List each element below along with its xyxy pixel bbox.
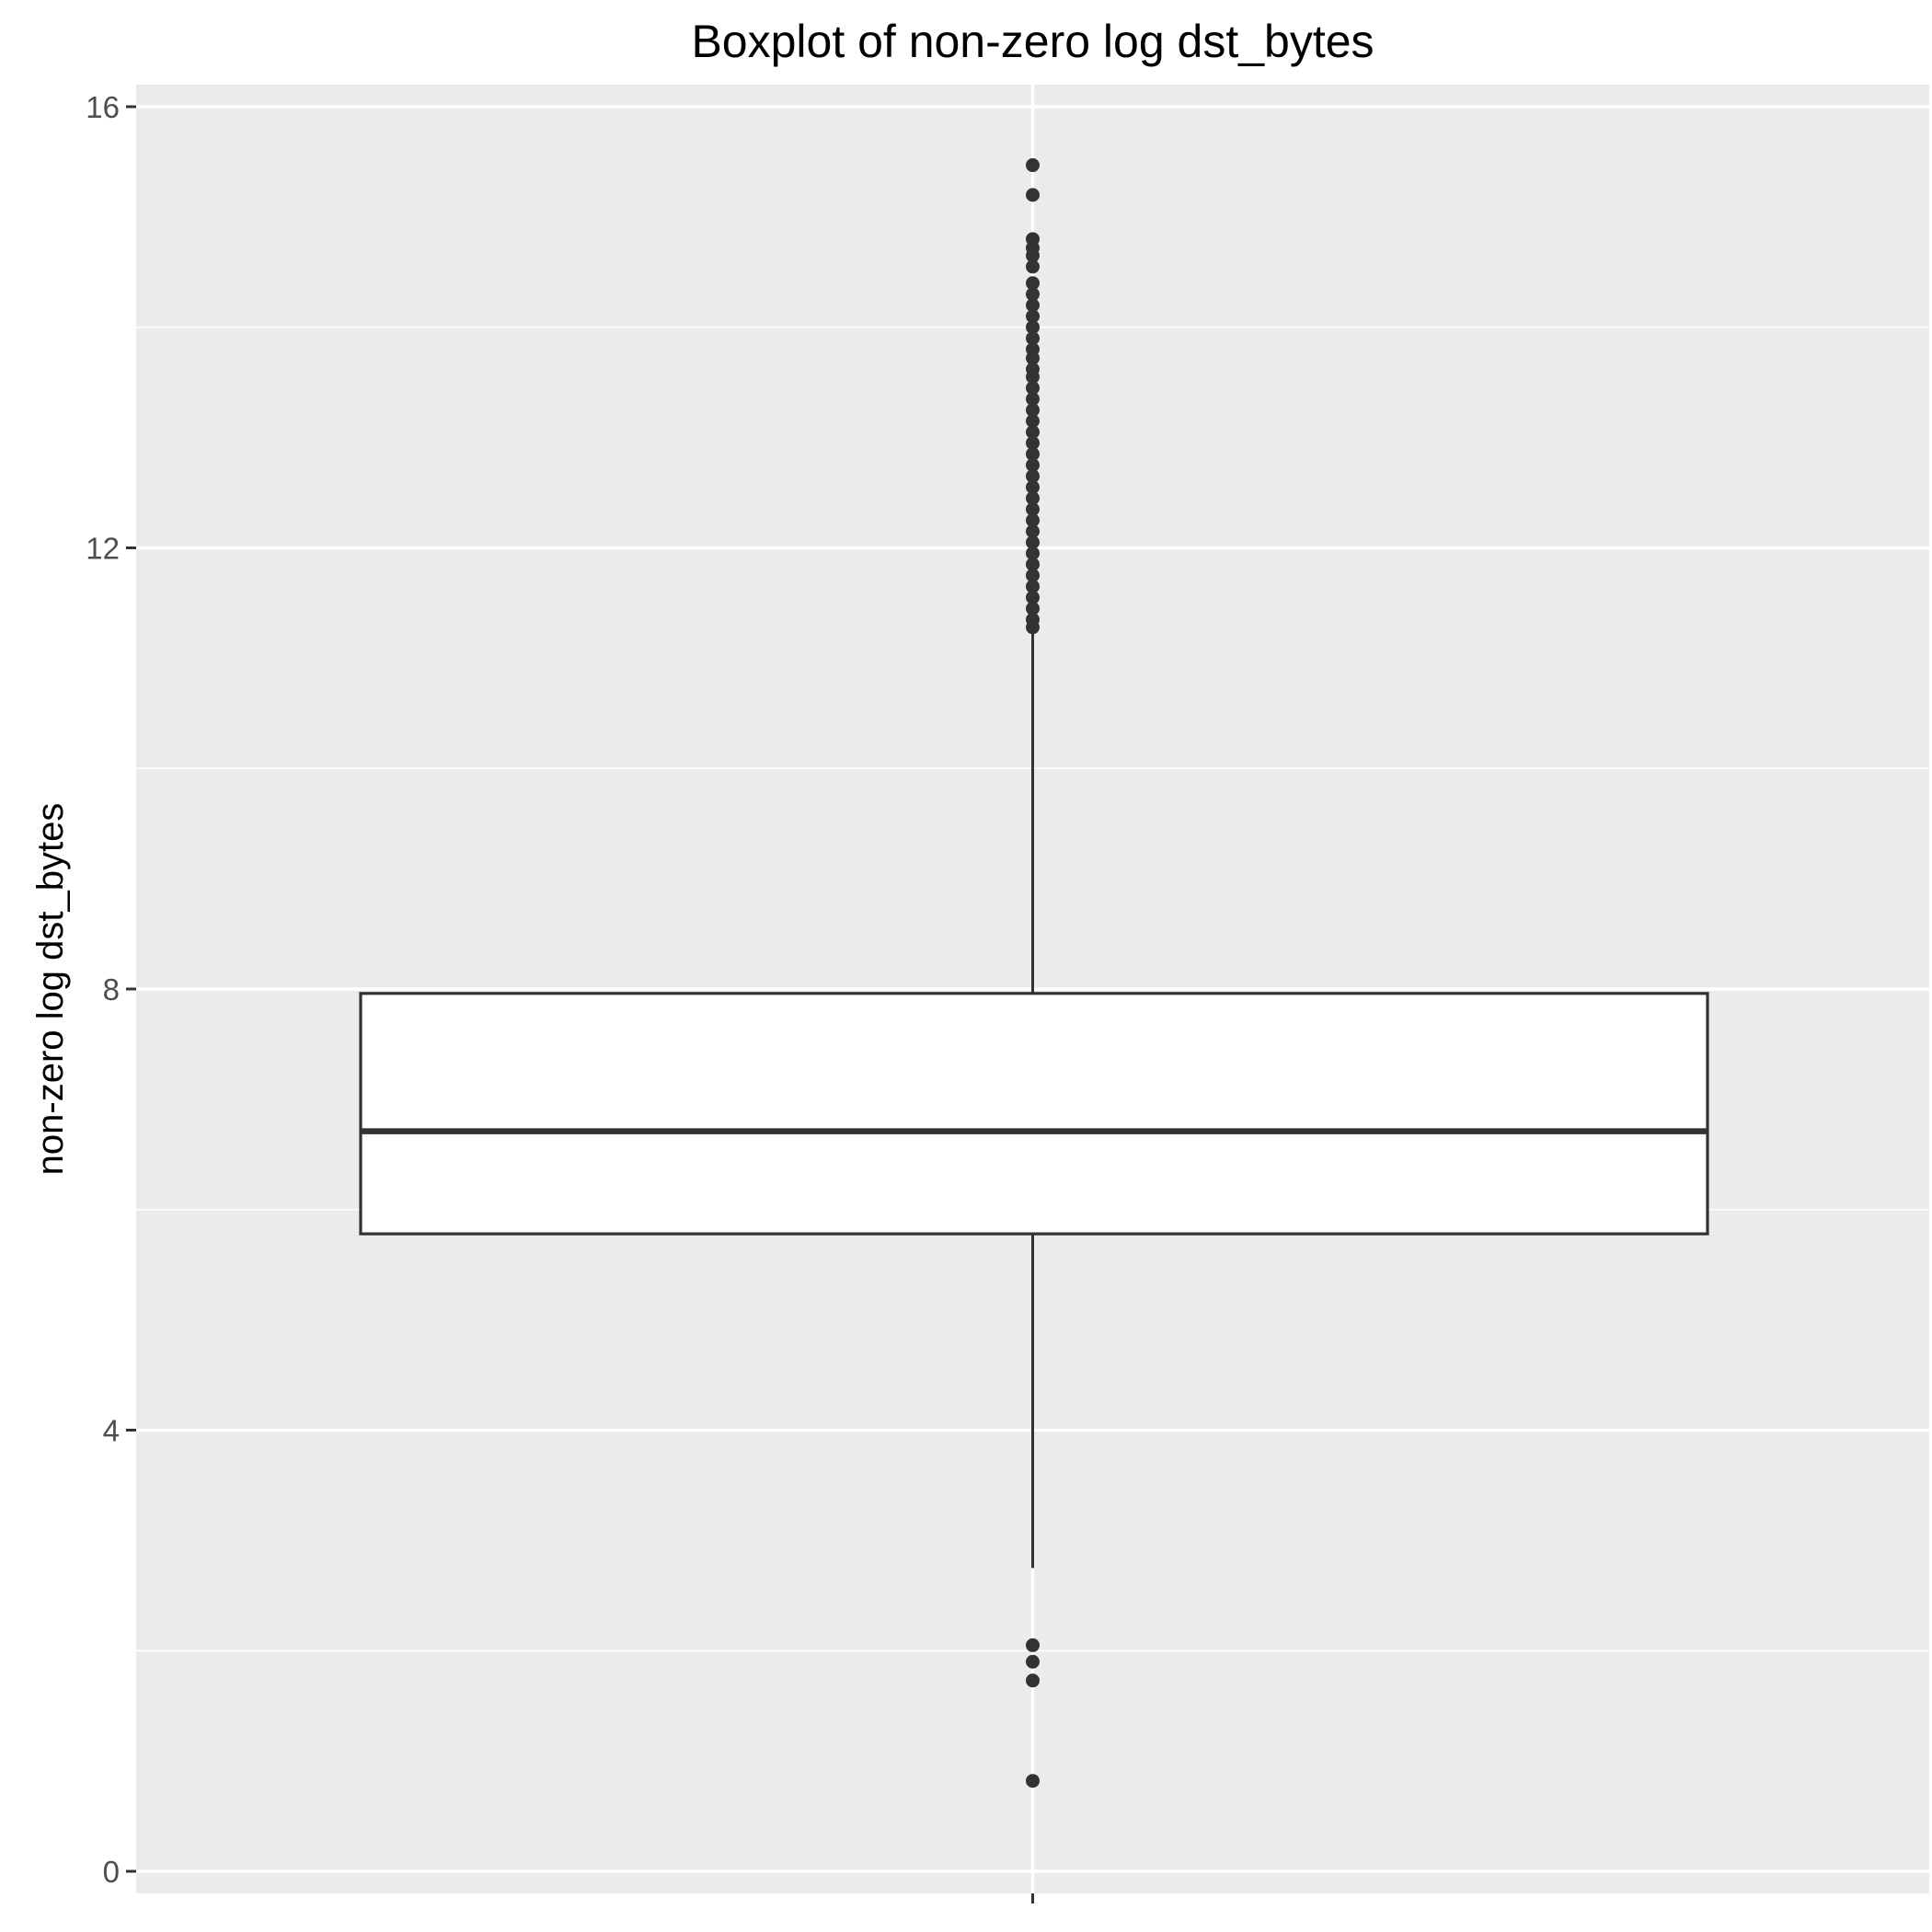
outlier-point (1026, 320, 1040, 335)
outlier-point (1026, 392, 1040, 407)
outliers (1026, 158, 1040, 1788)
outlier-point (1026, 298, 1040, 313)
outlier-point (1026, 414, 1040, 429)
outlier-point (1026, 546, 1040, 560)
chart-title: Boxplot of non-zero log dst_bytes (691, 16, 1374, 67)
outlier-point (1026, 579, 1040, 593)
outlier-point (1026, 370, 1040, 385)
outlier-point (1026, 491, 1040, 506)
outlier-point (1026, 1654, 1040, 1669)
y-tick-label: 12 (86, 531, 120, 565)
outlier-point (1026, 248, 1040, 263)
outlier-point (1026, 1774, 1040, 1788)
y-axis-label: non-zero log dst_bytes (30, 803, 71, 1176)
outlier-point (1026, 436, 1040, 451)
outlier-point (1026, 425, 1040, 440)
outlier-point (1026, 502, 1040, 517)
outlier-point (1026, 513, 1040, 528)
outlier-point (1026, 480, 1040, 495)
y-tick-label: 16 (86, 90, 120, 124)
y-tick-label: 4 (103, 1414, 120, 1448)
outlier-point (1026, 351, 1040, 365)
outlier-point (1026, 158, 1040, 173)
y-tick-label: 0 (103, 1855, 120, 1889)
outlier-point (1026, 1673, 1040, 1688)
outlier-point (1026, 601, 1040, 615)
outlier-point (1026, 259, 1040, 274)
outlier-point (1026, 381, 1040, 396)
outlier-point (1026, 447, 1040, 462)
outlier-point (1026, 524, 1040, 539)
box-group (359, 633, 1709, 1569)
y-tick-label: 8 (103, 972, 120, 1006)
outlier-point (1026, 403, 1040, 418)
outlier-point (1026, 568, 1040, 582)
outlier-point (1026, 557, 1040, 571)
axes: 0 4 8 12 16 (86, 90, 1034, 1903)
outlier-point (1026, 331, 1040, 346)
outlier-point (1026, 188, 1040, 202)
outlier-point (1026, 620, 1040, 635)
outlier-point (1026, 1638, 1040, 1652)
outlier-point (1026, 458, 1040, 473)
outlier-point (1026, 590, 1040, 604)
outlier-point (1026, 287, 1040, 302)
box-iqr (359, 992, 1709, 1236)
outlier-point (1026, 276, 1040, 291)
outlier-point (1026, 535, 1040, 549)
outlier-point (1026, 309, 1040, 324)
outlier-point (1026, 469, 1040, 484)
